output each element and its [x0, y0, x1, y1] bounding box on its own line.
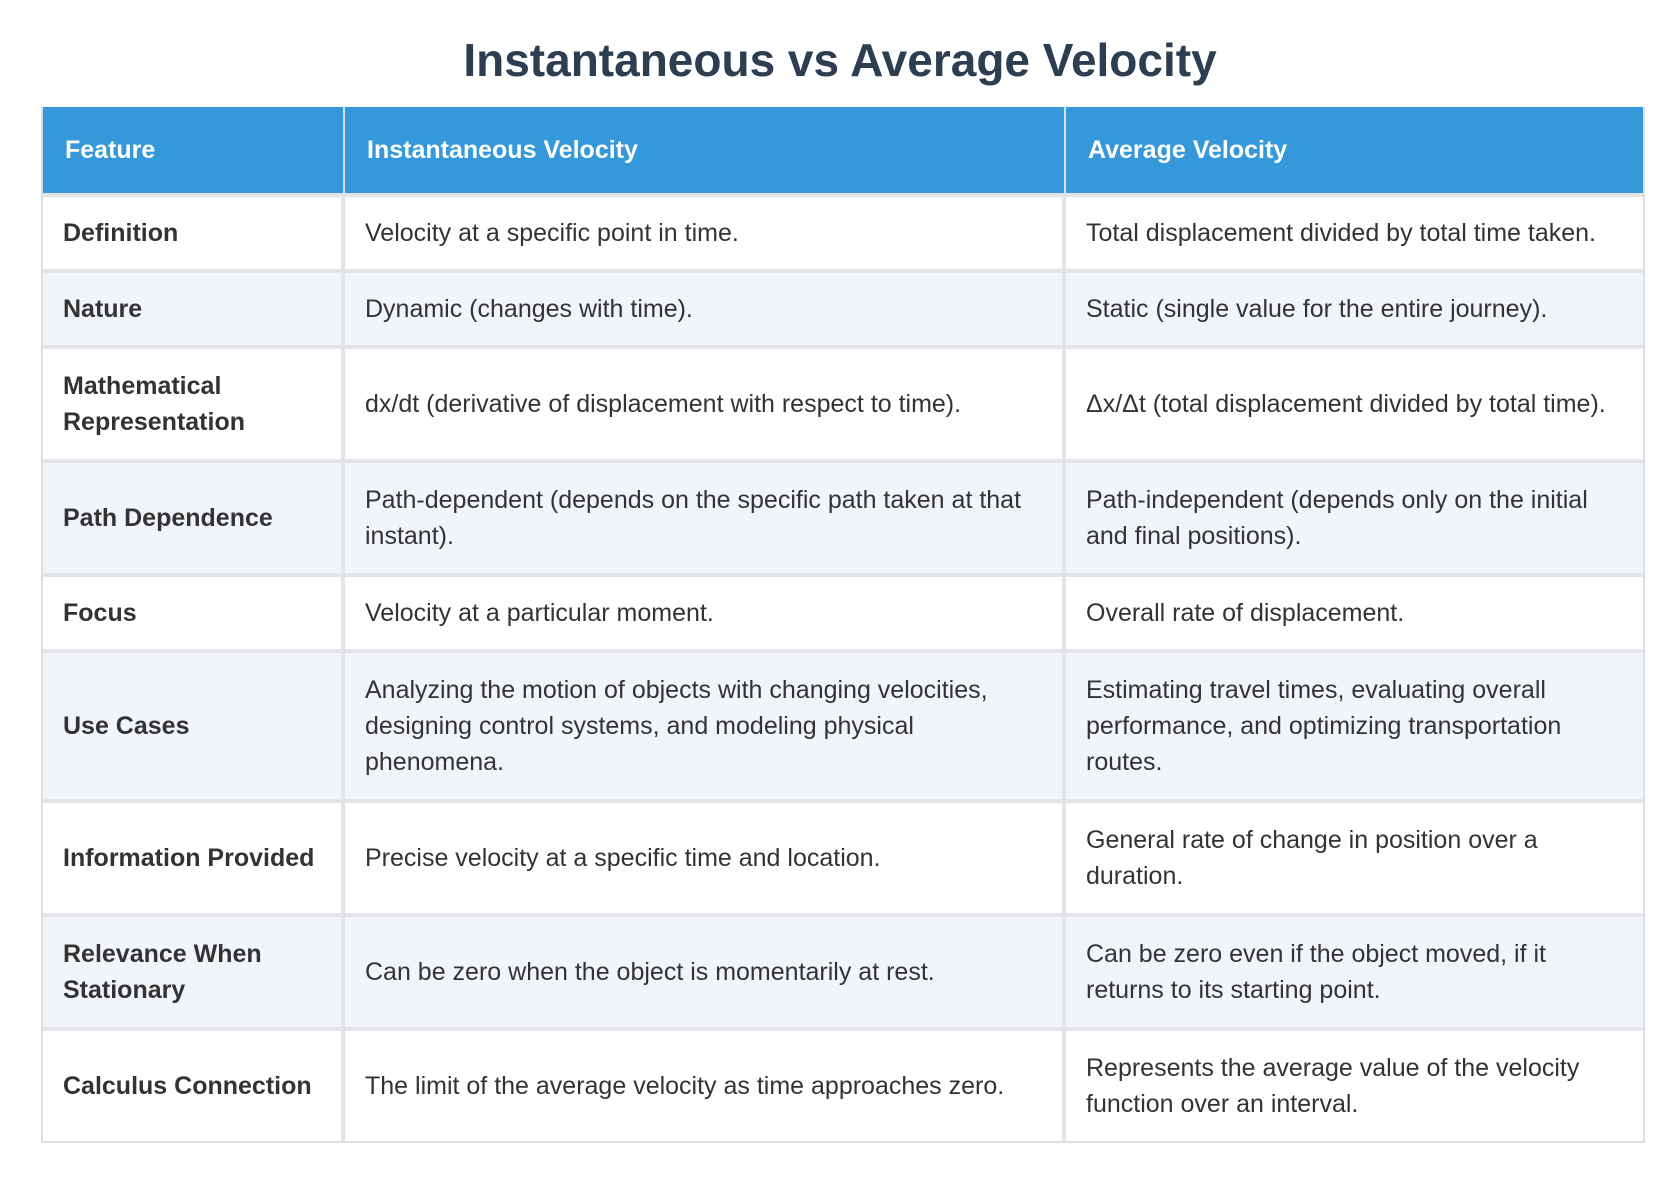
- average-cell: Total displacement divided by total time…: [1066, 193, 1643, 269]
- header-feature: Feature: [43, 107, 345, 193]
- instantaneous-cell: Can be zero when the object is momentari…: [345, 913, 1066, 1027]
- header-instantaneous: Instantaneous Velocity: [345, 107, 1066, 193]
- table-header-row: Feature Instantaneous Velocity Average V…: [43, 107, 1643, 193]
- table-row: Definition Velocity at a specific point …: [43, 193, 1643, 269]
- feature-cell: Relevance When Stationary: [43, 913, 345, 1027]
- feature-cell: Use Cases: [43, 649, 345, 799]
- table-row: Focus Velocity at a particular moment. O…: [43, 573, 1643, 649]
- table-row: Nature Dynamic (changes with time). Stat…: [43, 269, 1643, 345]
- page-title: Instantaneous vs Average Velocity: [463, 34, 1217, 86]
- feature-cell: Path Dependence: [43, 459, 345, 573]
- average-cell: Δx/Δt (total displacement divided by tot…: [1066, 345, 1643, 459]
- header-average: Average Velocity: [1066, 107, 1643, 193]
- instantaneous-cell: Velocity at a particular moment.: [345, 573, 1066, 649]
- average-cell: General rate of change in position over …: [1066, 799, 1643, 913]
- average-cell: Can be zero even if the object moved, if…: [1066, 913, 1643, 1027]
- instantaneous-cell: Dynamic (changes with time).: [345, 269, 1066, 345]
- instantaneous-cell: Path-dependent (depends on the specific …: [345, 459, 1066, 573]
- table-row: Calculus Connection The limit of the ave…: [43, 1027, 1643, 1141]
- table-row: Mathematical Representation dx/dt (deriv…: [43, 345, 1643, 459]
- feature-cell: Calculus Connection: [43, 1027, 345, 1141]
- table-row: Use Cases Analyzing the motion of object…: [43, 649, 1643, 799]
- average-cell: Path-independent (depends only on the in…: [1066, 459, 1643, 573]
- instantaneous-cell: The limit of the average velocity as tim…: [345, 1027, 1066, 1141]
- table-row: Path Dependence Path-dependent (depends …: [43, 459, 1643, 573]
- feature-cell: Definition: [43, 193, 345, 269]
- average-cell: Static (single value for the entire jour…: [1066, 269, 1643, 345]
- feature-cell: Nature: [43, 269, 345, 345]
- average-cell: Estimating travel times, evaluating over…: [1066, 649, 1643, 799]
- feature-cell: Mathematical Representation: [43, 345, 345, 459]
- table-row: Relevance When Stationary Can be zero wh…: [43, 913, 1643, 1027]
- average-cell: Represents the average value of the velo…: [1066, 1027, 1643, 1141]
- instantaneous-cell: dx/dt (derivative of displacement with r…: [345, 345, 1066, 459]
- table-row: Information Provided Precise velocity at…: [43, 799, 1643, 913]
- instantaneous-cell: Precise velocity at a specific time and …: [345, 799, 1066, 913]
- comparison-table: Feature Instantaneous Velocity Average V…: [41, 107, 1645, 1143]
- instantaneous-cell: Analyzing the motion of objects with cha…: [345, 649, 1066, 799]
- instantaneous-cell: Velocity at a specific point in time.: [345, 193, 1066, 269]
- feature-cell: Information Provided: [43, 799, 345, 913]
- average-cell: Overall rate of displacement.: [1066, 573, 1643, 649]
- feature-cell: Focus: [43, 573, 345, 649]
